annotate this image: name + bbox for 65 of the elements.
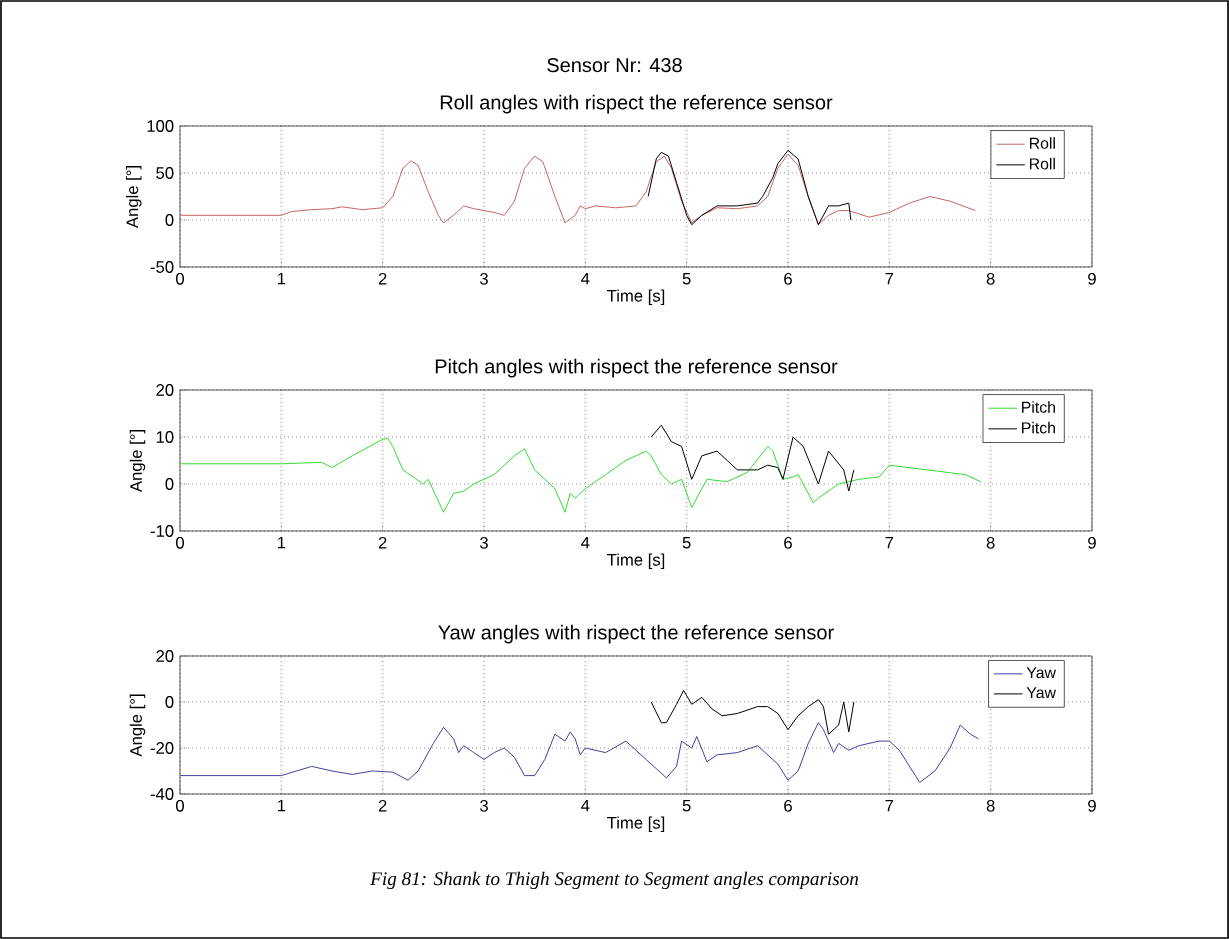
line-series: [647, 149, 852, 226]
x-tick-label: 0: [176, 799, 184, 812]
x-tick-label: 1: [277, 272, 286, 285]
x-tick-label: 2: [378, 272, 387, 285]
legend-label: Pitch: [1022, 421, 1055, 434]
x-tick-label: 7: [885, 536, 894, 549]
x-tick-label: 6: [784, 536, 792, 549]
x-tick-label: 5: [682, 799, 691, 812]
legend-label: Roll: [1029, 157, 1055, 170]
chart-title: Yaw angles with rispect the reference sensor: [438, 624, 834, 644]
x-tick-label: 5: [682, 272, 691, 285]
x-tick-label: 9: [1088, 272, 1096, 285]
legend-label: Yaw: [1026, 667, 1056, 679]
x-axis-title: Time [s]: [607, 289, 665, 305]
y-tick-label: 20: [156, 650, 174, 662]
y-tick-label: -20: [150, 742, 174, 754]
y-axis-title: Angle [°]: [129, 430, 146, 493]
y-tick-label: 0: [165, 214, 174, 226]
x-tick-label: 9: [1088, 799, 1096, 812]
y-tick-label: 0: [165, 478, 174, 490]
x-tick-label: 3: [479, 799, 488, 812]
x-tick-label: 2: [378, 799, 387, 812]
x-tick-label: 3: [479, 536, 488, 549]
y-tick-label: 50: [156, 167, 174, 179]
caption: Fig 81: Shank to Thigh Segment to Segment angles comparison: [370, 871, 859, 890]
legend-label: Pitch: [1022, 401, 1055, 413]
y-tick-label: -40: [150, 788, 174, 800]
x-axis-title: Time [s]: [607, 816, 665, 832]
y-tick-label: 100: [147, 120, 174, 132]
y-axis-title: Angle [°]: [129, 694, 146, 757]
x-tick-label: 2: [378, 536, 387, 549]
line-series: [650, 424, 855, 492]
y-tick-label: -10: [150, 525, 174, 537]
x-tick-label: 4: [581, 536, 590, 549]
x-tick-label: 0: [176, 272, 184, 285]
y-axis-title: Angle [°]: [125, 166, 142, 229]
x-tick-label: 6: [784, 799, 792, 812]
legend-label: Yaw: [1026, 687, 1056, 699]
x-tick-label: 6: [784, 272, 792, 285]
line-series: [180, 437, 982, 513]
y-tick-label: 20: [156, 384, 174, 396]
x-tick-label: 7: [885, 272, 894, 285]
x-tick-label: 1: [277, 536, 286, 549]
x-tick-label: 7: [885, 799, 894, 812]
line-series: [180, 722, 979, 783]
x-axis-title: Time [s]: [607, 553, 665, 569]
line-series: [180, 153, 976, 226]
x-tick-label: 8: [986, 272, 995, 285]
x-tick-label: 1: [277, 799, 286, 812]
x-tick-label: 3: [479, 272, 488, 285]
line-series: [650, 690, 855, 735]
x-tick-label: 8: [986, 536, 995, 549]
y-tick-label: 10: [156, 431, 174, 443]
x-tick-label: 9: [1088, 536, 1096, 549]
chart-title: Pitch angles with rispect the reference sensor: [435, 358, 838, 378]
legend-label: Roll: [1029, 137, 1055, 149]
y-tick-label: 0: [165, 696, 174, 708]
y-tick-label: -50: [150, 261, 174, 273]
x-tick-label: 5: [682, 536, 691, 549]
chart-subtitle: Roll angles with rispect the reference sensor: [440, 94, 833, 114]
chart-title: Sensor Nr: 438: [547, 58, 682, 73]
x-tick-label: 4: [581, 272, 590, 285]
x-tick-label: 4: [581, 799, 590, 812]
x-tick-label: 0: [176, 536, 184, 549]
x-tick-label: 8: [986, 799, 995, 812]
